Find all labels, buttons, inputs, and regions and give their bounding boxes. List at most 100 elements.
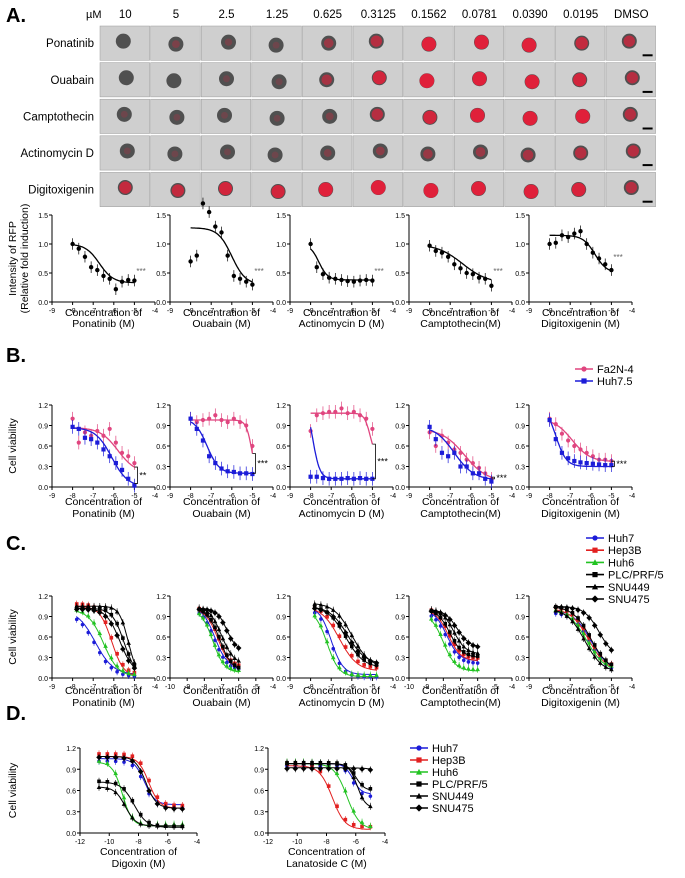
- y-tick-label: 0.3: [515, 656, 525, 663]
- data-point: [101, 433, 106, 438]
- data-point: [76, 440, 81, 445]
- y-tick-label: 0.3: [276, 656, 286, 663]
- rfp-signal: [321, 74, 332, 85]
- y-tick-label: 0.6: [254, 789, 264, 796]
- subplot-b-1: 0.0 0.3 0.6 0.9 1.2 -9 -8 -7 -6 -5 -4 Concentration…: [38, 403, 158, 520]
- data-point: [115, 670, 119, 674]
- spheroid: [220, 144, 235, 160]
- data-point: [603, 664, 609, 669]
- x-tick-label: -4: [390, 684, 396, 691]
- data-point: [336, 620, 343, 627]
- data-point: [113, 440, 118, 445]
- x-tick-label: -4: [152, 684, 158, 691]
- data-point: [129, 758, 136, 764]
- data-point: [300, 765, 307, 772]
- data-point: [476, 471, 482, 476]
- data-point: [360, 824, 364, 829]
- data-point: [576, 616, 580, 620]
- data-point: [356, 659, 360, 664]
- data-point: [580, 610, 587, 616]
- data-point: [70, 416, 75, 421]
- data-point: [204, 607, 210, 613]
- data-point: [456, 629, 462, 636]
- data-point: [224, 663, 230, 668]
- concentration-label: 5: [173, 9, 179, 21]
- x-axis-label: Concentration of: [183, 496, 260, 508]
- y-axis-label: Cell viability: [7, 418, 19, 474]
- data-point: [351, 476, 356, 481]
- data-point: [489, 283, 494, 288]
- x-tick-label: -5: [249, 493, 255, 500]
- rfp-signal: [421, 37, 436, 52]
- y-tick-label: 0.6: [395, 635, 405, 642]
- significance-label: ***: [257, 458, 268, 468]
- data-point: [101, 273, 106, 279]
- data-point: [121, 672, 125, 677]
- data-point: [122, 787, 126, 791]
- data-point: [292, 765, 299, 772]
- microscopy-grid: µM 10 5 2.5 1.25 0.625 0.3125 0.1562 0.0781 0.039…: [21, 9, 656, 207]
- fit-curve-huh6: [198, 614, 239, 673]
- data-point: [584, 450, 589, 455]
- x-tick-label: -9: [184, 684, 190, 691]
- data-point: [581, 636, 586, 641]
- data-point: [91, 607, 97, 614]
- data-point: [225, 653, 229, 657]
- data-point: [591, 622, 598, 629]
- y-tick-label: 0.5: [276, 271, 286, 278]
- x-tick-label: -6: [111, 493, 117, 500]
- x-tick-label: -5: [369, 684, 375, 691]
- x-axis-label-line2: Actinomycin D (M): [299, 697, 385, 709]
- x-axis-label-line2: Ponatinib (M): [72, 508, 134, 520]
- data-point: [326, 784, 331, 788]
- rfp-signal: [575, 147, 587, 159]
- data-point: [355, 648, 361, 654]
- x-tick-label: -12: [263, 839, 273, 846]
- x-tick-label: -7: [208, 308, 214, 315]
- data-point: [362, 663, 366, 667]
- data-point: [130, 798, 135, 803]
- data-point: [114, 663, 120, 668]
- rfp-signal: [571, 182, 586, 197]
- data-point: [483, 476, 488, 481]
- legend-marker: [592, 547, 598, 553]
- data-point: [171, 806, 177, 812]
- y-tick-label: 0.3: [395, 465, 405, 472]
- data-point: [89, 437, 94, 442]
- data-point: [126, 640, 131, 645]
- y-tick-label: 0.0: [156, 676, 166, 683]
- x-tick-label: -5: [488, 308, 494, 315]
- data-point: [575, 622, 581, 627]
- y-tick-label: 0.3: [38, 465, 48, 472]
- y-tick-label: 0.3: [156, 465, 166, 472]
- x-tick-label: -6: [588, 493, 594, 500]
- data-point: [244, 423, 249, 428]
- data-point: [559, 431, 565, 436]
- x-tick-label: -4: [270, 308, 276, 315]
- y-tick-label: 0.3: [156, 656, 166, 663]
- data-point: [137, 768, 144, 775]
- data-point: [470, 666, 476, 671]
- data-point: [470, 460, 475, 466]
- rfp-signal: [423, 149, 433, 159]
- data-point: [447, 622, 453, 627]
- subplot-b-3: 0.0 0.3 0.6 0.9 1.2 -9 -8 -7 -6 -5 -4 Concentration…: [276, 401, 396, 520]
- significance-label: ***: [616, 459, 627, 469]
- data-point: [587, 633, 591, 637]
- data-point: [228, 651, 234, 656]
- data-point: [132, 483, 137, 488]
- data-point: [452, 658, 457, 664]
- data-point: [200, 438, 206, 443]
- data-point: [343, 622, 348, 627]
- data-point: [368, 664, 373, 669]
- data-point: [125, 657, 132, 664]
- data-point: [312, 613, 318, 618]
- data-point: [476, 275, 482, 280]
- data-point: [437, 610, 444, 616]
- data-point: [82, 254, 88, 259]
- x-tick-label: -7: [457, 684, 463, 691]
- data-point: [438, 631, 443, 636]
- data-point: [360, 791, 364, 796]
- rfp-signal: [221, 111, 228, 119]
